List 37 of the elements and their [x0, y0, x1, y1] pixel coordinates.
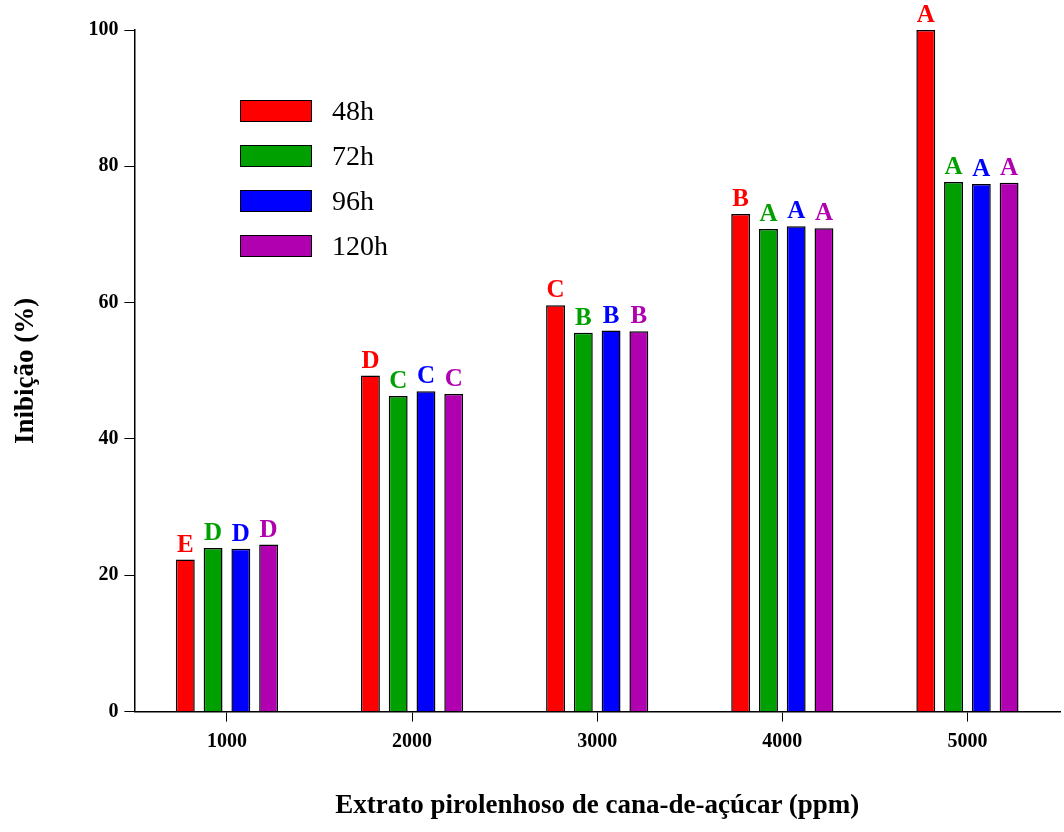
data-label: A [759, 198, 778, 226]
x-tick-label: 4000 [762, 728, 803, 751]
x-tick-label: 2000 [392, 728, 433, 751]
data-label: D [231, 518, 250, 546]
data-label: A [972, 153, 991, 181]
data-label: C [416, 361, 435, 389]
data-label: C [444, 363, 463, 391]
data-label: B [602, 300, 620, 328]
data-label: E [176, 529, 194, 557]
y-tick-label: 80 [98, 153, 119, 176]
y-axis-title: Inibição (%) [9, 297, 40, 444]
data-label: A [787, 196, 806, 224]
data-label: B [574, 302, 592, 330]
legend-label: 120h [332, 229, 388, 262]
y-tick-label: 60 [98, 289, 119, 312]
legend-label: 72h [332, 139, 374, 172]
x-tick-label: 5000 [947, 728, 988, 751]
y-tick-label: 0 [108, 698, 119, 721]
data-label: A [814, 198, 833, 226]
data-label: A [1000, 152, 1019, 180]
data-label: B [630, 301, 648, 329]
data-label: B [732, 183, 750, 211]
y-tick-label: 20 [98, 562, 119, 585]
x-tick-label: 1000 [206, 728, 247, 751]
data-label: C [546, 275, 565, 303]
data-label: A [916, 0, 935, 27]
x-tick-label: 3000 [577, 728, 618, 751]
y-tick-label: 100 [88, 17, 119, 40]
legend-label: 96h [332, 184, 374, 217]
data-label: D [361, 345, 380, 373]
y-tick-label: 40 [98, 426, 119, 449]
data-label: D [259, 514, 278, 542]
data-label: C [389, 365, 408, 393]
data-label: D [204, 517, 223, 545]
legend-label: 48h [332, 94, 374, 127]
x-axis-title: Extrato pirolenhoso de cana-de-açúcar (ppm) [335, 788, 860, 819]
data-label: A [944, 151, 963, 179]
